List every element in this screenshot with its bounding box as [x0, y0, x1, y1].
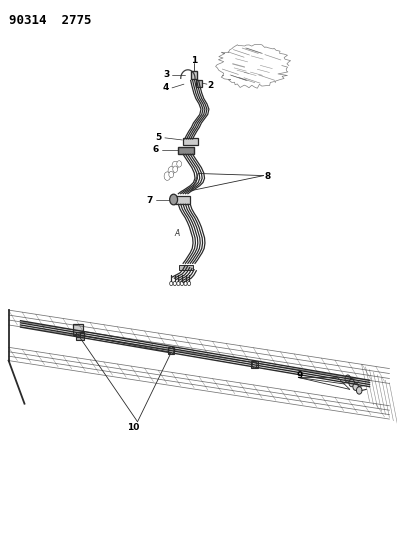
Circle shape — [173, 166, 178, 172]
Circle shape — [187, 281, 191, 286]
Bar — [168, 347, 174, 354]
Circle shape — [180, 281, 183, 286]
Circle shape — [357, 387, 362, 394]
Circle shape — [345, 375, 351, 383]
Text: A: A — [175, 229, 180, 238]
Bar — [76, 332, 84, 340]
Bar — [73, 324, 83, 335]
Bar — [196, 80, 202, 87]
Circle shape — [170, 281, 173, 286]
Bar — [191, 71, 197, 79]
Text: 2: 2 — [207, 81, 213, 90]
Circle shape — [168, 166, 174, 175]
Circle shape — [184, 281, 187, 286]
Circle shape — [349, 379, 355, 387]
Text: 6: 6 — [152, 145, 158, 154]
Text: 10: 10 — [127, 423, 140, 432]
Text: 7: 7 — [146, 196, 152, 205]
Bar — [252, 361, 258, 368]
Text: 8: 8 — [264, 172, 270, 181]
Text: 3: 3 — [163, 70, 170, 79]
Circle shape — [173, 281, 176, 286]
Circle shape — [168, 347, 174, 354]
Bar — [178, 147, 194, 154]
Circle shape — [172, 161, 178, 169]
Text: 1: 1 — [191, 56, 197, 65]
Circle shape — [353, 383, 359, 390]
Circle shape — [177, 281, 180, 286]
Circle shape — [177, 161, 181, 167]
Text: 90314  2775: 90314 2775 — [9, 14, 91, 27]
Bar — [174, 196, 190, 204]
Text: 4: 4 — [162, 83, 169, 92]
Bar — [183, 139, 198, 145]
Text: 5: 5 — [156, 133, 162, 142]
Circle shape — [252, 362, 257, 368]
Circle shape — [170, 194, 178, 205]
Bar — [179, 265, 193, 270]
Circle shape — [164, 172, 170, 180]
Text: 9: 9 — [297, 371, 303, 380]
Bar — [76, 332, 80, 337]
Circle shape — [169, 171, 174, 177]
